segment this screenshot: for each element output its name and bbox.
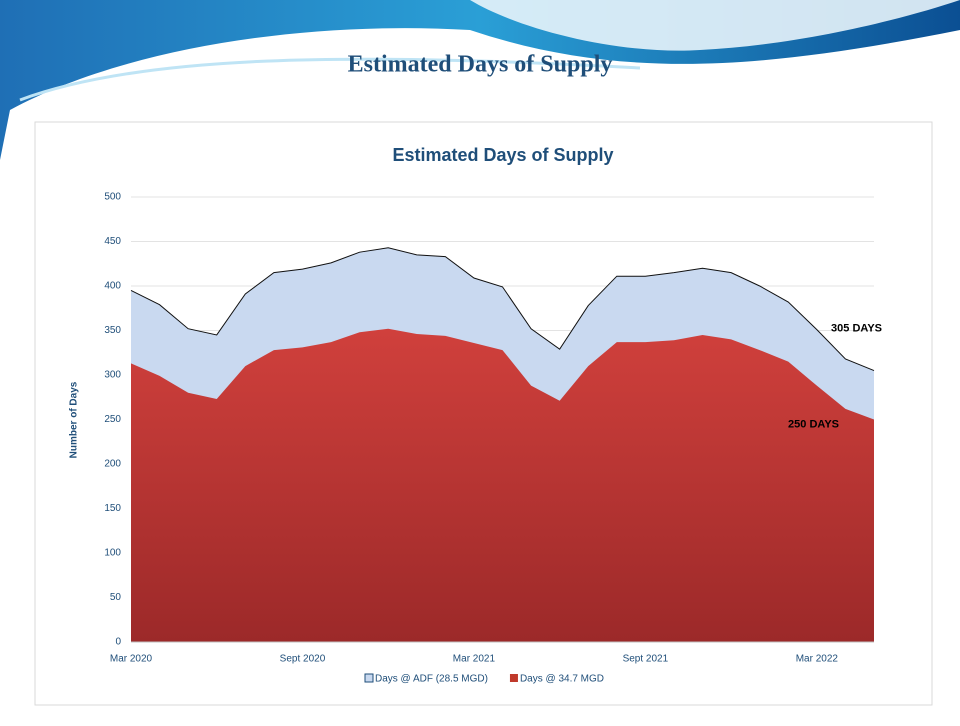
chart-title: Estimated Days of Supply bbox=[392, 145, 613, 165]
legend-label: Days @ ADF (28.5 MGD) bbox=[375, 674, 488, 685]
x-tick-label: Mar 2020 bbox=[110, 654, 153, 665]
annotation: 305 DAYS bbox=[831, 322, 882, 334]
x-tick-label: Mar 2021 bbox=[453, 654, 496, 665]
legend-label: Days @ 34.7 MGD bbox=[520, 674, 604, 685]
area bbox=[131, 328, 874, 642]
y-tick-label: 450 bbox=[104, 236, 121, 247]
header-highlight bbox=[470, 0, 960, 51]
header-line bbox=[19, 57, 641, 102]
y-axis-label: Number of Days bbox=[69, 381, 80, 458]
slide-title: Estimated Days of Supply bbox=[348, 52, 613, 78]
y-tick-label: 150 bbox=[104, 503, 121, 514]
y-tick-label: 100 bbox=[104, 548, 121, 559]
y-tick-label: 200 bbox=[104, 459, 121, 470]
y-tick-label: 500 bbox=[104, 192, 121, 203]
y-tick-label: 300 bbox=[104, 370, 121, 381]
legend-swatch bbox=[509, 674, 518, 682]
y-tick-label: 350 bbox=[104, 325, 121, 336]
x-tick-label: Sept 2021 bbox=[623, 654, 669, 665]
x-tick-label: Mar 2022 bbox=[796, 654, 839, 665]
y-tick-label: 400 bbox=[104, 281, 121, 292]
legend-swatch bbox=[364, 673, 374, 683]
y-tick-label: 0 bbox=[115, 637, 121, 648]
y-tick-label: 50 bbox=[110, 592, 122, 603]
area-outline bbox=[130, 247, 875, 372]
y-tick-label: 250 bbox=[104, 414, 121, 425]
annotation: 250 DAYS bbox=[788, 418, 839, 430]
x-tick-label: Sept 2020 bbox=[280, 654, 326, 665]
